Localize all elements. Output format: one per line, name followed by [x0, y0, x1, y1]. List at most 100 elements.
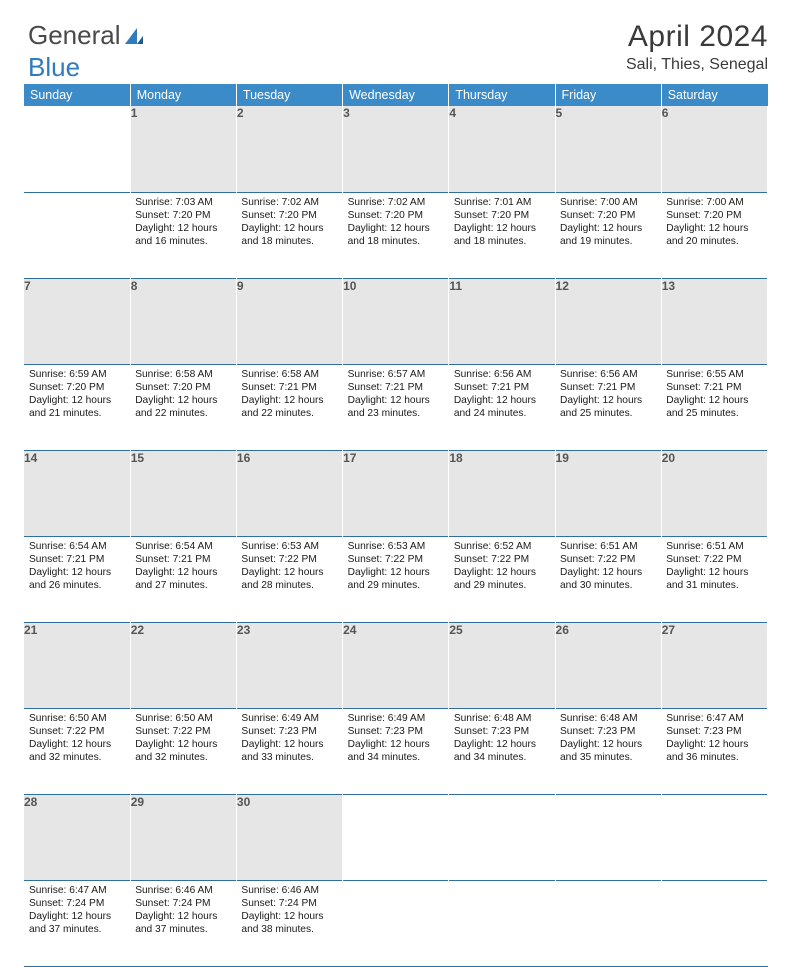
- day-cell: Sunrise: 6:50 AMSunset: 7:22 PMDaylight:…: [24, 708, 130, 794]
- day-cell: [24, 192, 130, 278]
- sunrise-line: Sunrise: 6:53 AM: [348, 541, 426, 552]
- day-number: 17: [343, 450, 449, 536]
- sunset-line: Sunset: 7:24 PM: [29, 898, 104, 909]
- day-number: 5: [555, 106, 661, 192]
- daylight-line: Daylight: 12 hours and 33 minutes.: [241, 739, 323, 763]
- day-cell: [343, 880, 449, 966]
- day-cell: Sunrise: 6:51 AM Sunset: 7:22 PM Daylight:…: [661, 536, 767, 622]
- daylight-line: Daylight: 12 hours and 22 minutes.: [241, 395, 323, 419]
- sunrise-line: Sunrise: 6:50 AM: [29, 713, 107, 724]
- sunrise-line: Sunrise: 7:02 AM: [348, 197, 426, 208]
- day-cell: Sunrise: 6:46 AMSunset: 7:24 PMDaylight:…: [130, 880, 236, 966]
- logo-text-2: Blue: [28, 52, 80, 83]
- weekday-header: Friday: [555, 84, 661, 106]
- day-number: 25: [449, 622, 555, 708]
- sunset-line: Sunset: 7:22 PM: [560, 554, 635, 565]
- logo-sail-icon: [123, 26, 145, 48]
- day-cell: Sunrise: 6:51 AMSunset: 7:22 PMDaylight:…: [555, 536, 661, 622]
- day-number: 14: [24, 450, 130, 536]
- day-number: 9: [236, 278, 342, 364]
- sunset-line: Sunset: 7:22 PM: [348, 554, 423, 565]
- daylight-line: Daylight: 12 hours and 21 minutes.: [29, 395, 111, 419]
- day-number: 7: [24, 278, 130, 364]
- day-number: 4: [449, 106, 555, 192]
- sunrise-line: Sunrise: 7:00 AM: [560, 197, 638, 208]
- daylight-line: Daylight: 12 hours and 36 minutes.: [666, 739, 748, 763]
- sunset-line: Sunset: 7:23 PM: [454, 726, 529, 737]
- daylight-line: Daylight: 12 hours and 22 minutes.: [135, 395, 217, 419]
- day-number: 24: [343, 622, 449, 708]
- sunrise-line: Sunrise: 6:47 AM: [29, 885, 107, 896]
- sunrise-line: Sunrise: 6:46 AM: [241, 885, 319, 896]
- sunset-line: Sunset: 7:22 PM: [29, 726, 104, 737]
- day-cell: Sunrise: 6:47 AM Sunset: 7:24 PM Daylight:…: [24, 880, 130, 966]
- day-number: 2: [236, 106, 342, 192]
- day-number: 20: [661, 450, 767, 536]
- sunset-line: Sunset: 7:20 PM: [135, 210, 210, 221]
- sunrise-line: Sunrise: 6:48 AM: [454, 713, 532, 724]
- sunrise-line: Sunrise: 6:56 AM: [454, 369, 532, 380]
- day-number: 18: [449, 450, 555, 536]
- sunrise-line: Sunrise: 6:59 AM: [29, 369, 107, 380]
- daylight-line: Daylight: 12 hours and 18 minutes.: [454, 223, 536, 247]
- day-number: [343, 794, 449, 880]
- sunset-line: Sunset: 7:20 PM: [666, 210, 741, 221]
- sunset-line: Sunset: 7:23 PM: [348, 726, 423, 737]
- day-cell: Sunrise: 6:52 AMSunset: 7:22 PMDaylight:…: [449, 536, 555, 622]
- daylight-line: Daylight: 12 hours and 26 minutes.: [29, 567, 111, 591]
- daylight-line: Daylight: 12 hours and 31 minutes.: [666, 567, 748, 591]
- daylight-line: Daylight: 12 hours and 34 minutes.: [348, 739, 430, 763]
- day-cell: Sunrise: 6:48 AMSunset: 7:23 PMDaylight:…: [449, 708, 555, 794]
- daylight-line: Daylight: 12 hours and 20 minutes.: [666, 223, 748, 247]
- sunrise-line: Sunrise: 6:48 AM: [560, 713, 638, 724]
- day-cell: Sunrise: 6:59 AMSunset: 7:20 PMDaylight:…: [24, 364, 130, 450]
- sunset-line: Sunset: 7:21 PM: [135, 554, 210, 565]
- day-cell: Sunrise: 6:46 AMSunset: 7:24 PMDaylight:…: [236, 880, 342, 966]
- day-number: 1: [130, 106, 236, 192]
- day-number: 23: [236, 622, 342, 708]
- day-cell: [661, 880, 767, 966]
- day-cell: Sunrise: 7:00 AM Sunset: 7:20 PM Daylight:…: [661, 192, 767, 278]
- daylight-line: Daylight: 12 hours and 35 minutes.: [560, 739, 642, 763]
- day-number: [555, 794, 661, 880]
- day-number: 28: [24, 794, 130, 880]
- sunrise-line: Sunrise: 6:53 AM: [241, 541, 319, 552]
- day-cell: Sunrise: 6:55 AMSunset: 7:21 PMDaylight:…: [661, 364, 767, 450]
- daylight-line: Daylight: 12 hours and 37 minutes.: [135, 911, 217, 935]
- sunrise-line: Sunrise: 6:46 AM: [135, 885, 213, 896]
- month-title: April 2024: [626, 20, 768, 54]
- day-number: 22: [130, 622, 236, 708]
- day-cell: Sunrise: 6:56 AMSunset: 7:21 PMDaylight:…: [449, 364, 555, 450]
- sunset-line: Sunset: 7:24 PM: [241, 898, 316, 909]
- sunset-line: Sunset: 7:21 PM: [560, 382, 635, 393]
- sunset-line: Sunset: 7:22 PM: [666, 554, 741, 565]
- day-cell: Sunrise: 6:56 AMSunset: 7:21 PMDaylight:…: [555, 364, 661, 450]
- day-number: 3: [343, 106, 449, 192]
- sunrise-line: Sunrise: 7:00 AM: [666, 197, 744, 208]
- sunset-line: Sunset: 7:21 PM: [666, 382, 741, 393]
- location: Sali, Thies, Senegal: [626, 56, 768, 74]
- day-cell: Sunrise: 6:47 AMSunset: 7:23 PMDaylight:…: [661, 708, 767, 794]
- day-number: 15: [130, 450, 236, 536]
- daylight-line: Daylight: 12 hours and 30 minutes.: [560, 567, 642, 591]
- sunset-line: Sunset: 7:23 PM: [666, 726, 741, 737]
- day-number: [24, 106, 130, 192]
- daylight-line: Daylight: 12 hours and 37 minutes.: [29, 911, 111, 935]
- day-number: 11: [449, 278, 555, 364]
- day-cell: Sunrise: 6:53 AMSunset: 7:22 PMDaylight:…: [343, 536, 449, 622]
- calendar-header-row: SundayMondayTuesdayWednesdayThursdayFrid…: [24, 84, 768, 106]
- logo: General: [24, 20, 145, 51]
- sunrise-line: Sunrise: 7:01 AM: [454, 197, 532, 208]
- day-cell: [555, 880, 661, 966]
- weekday-header: Monday: [130, 84, 236, 106]
- sunset-line: Sunset: 7:21 PM: [454, 382, 529, 393]
- day-cell: Sunrise: 7:01 AMSunset: 7:20 PMDaylight:…: [449, 192, 555, 278]
- sunrise-line: Sunrise: 6:51 AM: [666, 541, 744, 552]
- sunrise-line: Sunrise: 6:52 AM: [454, 541, 532, 552]
- sunset-line: Sunset: 7:23 PM: [560, 726, 635, 737]
- daylight-line: Daylight: 12 hours and 28 minutes.: [241, 567, 323, 591]
- day-cell: Sunrise: 6:49 AMSunset: 7:23 PMDaylight:…: [343, 708, 449, 794]
- day-number: 16: [236, 450, 342, 536]
- sunset-line: Sunset: 7:21 PM: [29, 554, 104, 565]
- daylight-line: Daylight: 12 hours and 27 minutes.: [135, 567, 217, 591]
